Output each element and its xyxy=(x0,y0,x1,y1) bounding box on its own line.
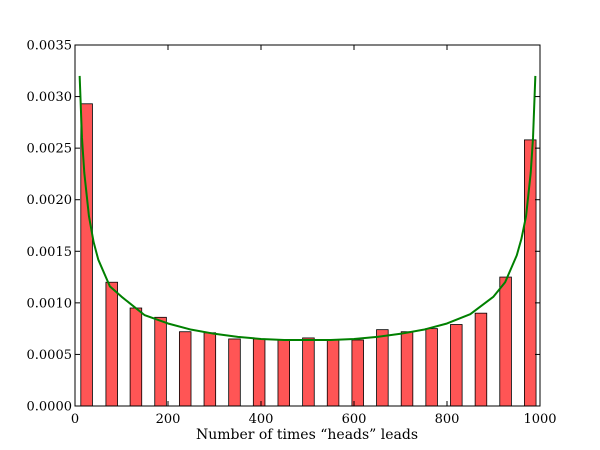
histogram-bar xyxy=(154,316,167,407)
ticks-layer: 0 200 400 600 800 1000 0.0000 0.0005 0.0010 0.001… xyxy=(27,39,557,428)
histogram-bar xyxy=(105,281,118,407)
y-tick-label: 0.0035 xyxy=(27,39,73,54)
curve-layer xyxy=(78,75,537,341)
x-tick-label: 1000 xyxy=(523,412,556,427)
histogram-bar xyxy=(400,331,414,407)
histogram-bar xyxy=(129,307,143,407)
y-tick-label: 0.0010 xyxy=(27,296,73,311)
histogram-bar xyxy=(252,338,266,407)
histogram-bar xyxy=(178,331,192,407)
histogram-bar xyxy=(376,329,389,407)
histogram-bar xyxy=(450,324,463,407)
y-tick-label: 0.0025 xyxy=(27,142,73,157)
histogram-bar xyxy=(203,332,217,407)
plot-frame xyxy=(74,44,541,407)
histogram-bar xyxy=(277,339,291,407)
histogram-bar xyxy=(499,276,512,407)
density-curve xyxy=(78,75,537,341)
x-tick-label: 800 xyxy=(435,412,460,427)
histogram-bar xyxy=(351,339,364,407)
x-tick-label: 600 xyxy=(342,412,367,427)
x-axis-label: Number of times “heads” leads xyxy=(196,427,418,443)
y-tick-label: 0.0020 xyxy=(27,193,73,208)
histogram-bar xyxy=(326,339,340,407)
histogram-bar xyxy=(425,328,438,407)
x-tick-label: 200 xyxy=(156,412,181,427)
histogram-bar xyxy=(474,312,488,407)
y-tick-label: 0.0030 xyxy=(27,90,73,105)
y-tick-label: 0.0005 xyxy=(27,348,73,363)
x-tick-label: 0 xyxy=(71,412,79,427)
histogram-bar xyxy=(302,337,315,407)
x-tick-label: 400 xyxy=(249,412,274,427)
y-tick-label: 0.0015 xyxy=(27,245,73,260)
histogram-bar xyxy=(228,338,241,407)
y-tick-label: 0.0000 xyxy=(27,400,73,415)
